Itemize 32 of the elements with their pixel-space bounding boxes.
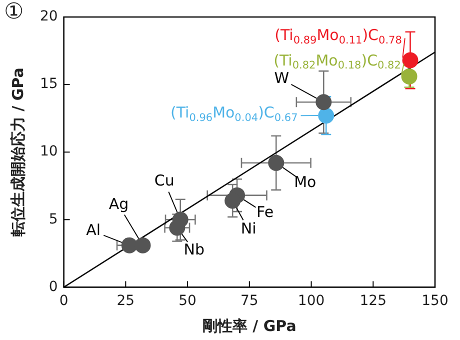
annotation: W: [274, 69, 290, 88]
x-tick-label: 0: [59, 293, 68, 310]
text: ①: [4, 0, 24, 25]
annotation: Cu: [154, 172, 174, 190]
annotation: Al: [86, 221, 101, 240]
point: [318, 108, 334, 124]
y-tick-label: 10: [40, 144, 58, 160]
point: [268, 154, 284, 171]
point: [316, 94, 332, 110]
annotation: Ag: [108, 195, 129, 214]
x-axis-title: 剛性率 / GPa: [202, 316, 296, 335]
y-tick-label: 5: [48, 211, 58, 228]
point: [121, 237, 138, 254]
point: [224, 192, 241, 209]
x-tick-label: 50: [178, 293, 196, 310]
y-tick-label: 15: [40, 76, 58, 92]
y-tick-label: 20: [40, 8, 58, 25]
x-tick-label: 75: [240, 293, 258, 310]
x-tick-label: 25: [116, 293, 135, 310]
annotation: Fe: [256, 203, 274, 222]
x-tick-label: 125: [360, 293, 387, 310]
point: [169, 220, 186, 236]
x-tick-label: 150: [422, 293, 448, 310]
point: [402, 52, 418, 68]
annotation: Ni: [240, 220, 256, 238]
annotation: Mo: [294, 172, 316, 191]
y-axis-title: 転位生成開始応力 / GPa: [8, 68, 27, 237]
x-tick-label: 100: [298, 293, 325, 310]
annotation: Nb: [184, 240, 205, 259]
y-tick-label: 0: [48, 278, 58, 295]
point: [134, 237, 151, 254]
point: [401, 68, 418, 84]
